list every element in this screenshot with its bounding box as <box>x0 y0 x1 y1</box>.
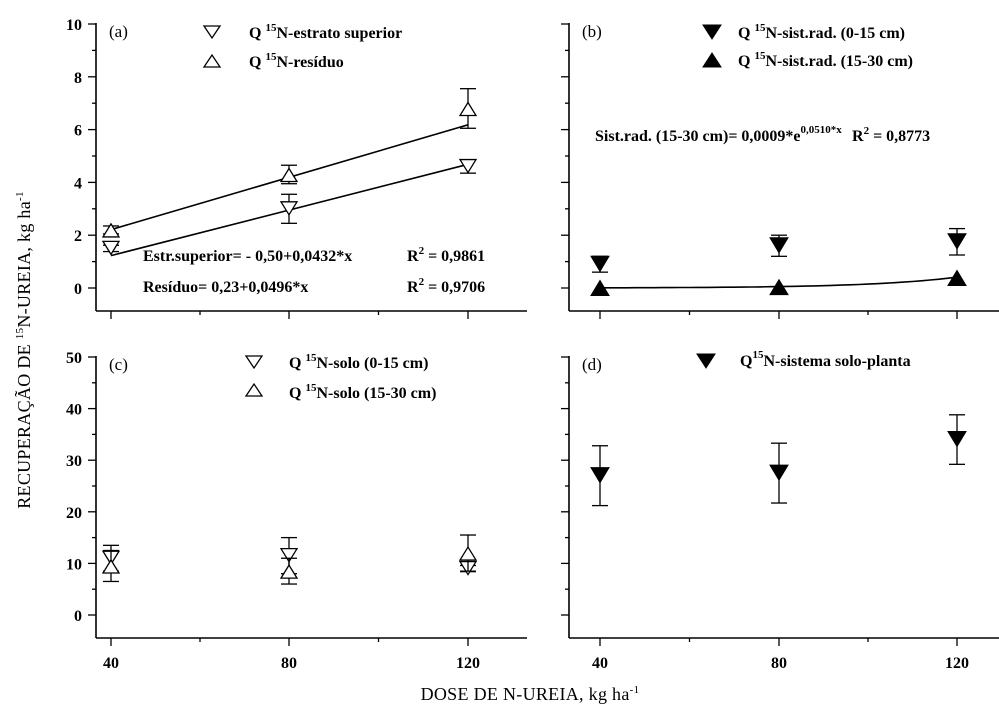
panel-letter: (c) <box>109 355 128 374</box>
data-point-triangle-down-filled <box>590 255 610 273</box>
y-tick-label: 10 <box>66 556 82 573</box>
panel-b: (b) <box>561 22 999 319</box>
data-point-triangle-down-open <box>458 158 478 174</box>
legend-marker-triangle-down-open <box>202 25 222 40</box>
data-point-triangle-up-filled <box>947 269 967 286</box>
data-point-triangle-up-open <box>279 563 299 579</box>
data-point-triangle-up-open <box>458 545 478 561</box>
data-point-triangle-down-filled <box>947 431 967 448</box>
data-point-triangle-up-filled <box>590 279 610 296</box>
fit-r2-label: R2 = 0,8773 <box>852 125 930 145</box>
legend-label: Q 15N-solo (15-30 cm) <box>289 382 436 402</box>
x-tick-label: 80 <box>281 655 297 672</box>
panel-letter: (d) <box>582 355 602 374</box>
y-tick-label: 0 <box>74 281 82 298</box>
data-point-triangle-up-filled <box>769 278 789 296</box>
data-point-triangle-down-open <box>279 201 299 217</box>
y-tick-label: 40 <box>66 402 82 419</box>
x-axis-title: DOSE DE N-UREIA, kg ha-1 <box>421 684 640 704</box>
panel-c: 0 10 20 30 40 50 40 80 120 (c) <box>66 350 527 672</box>
legend-label: Q 15N-sist.rad. (0-15 cm) <box>738 22 905 42</box>
data-point-triangle-down-filled <box>947 233 967 250</box>
legend-label: Q 15N-resíduo <box>249 51 344 71</box>
data-point-triangle-up-open <box>101 558 121 574</box>
x-tick-label: 120 <box>945 655 969 672</box>
y-tick-label: 50 <box>66 350 82 367</box>
legend-marker-triangle-down-filled <box>702 24 722 40</box>
x-tick-label: 80 <box>771 655 787 672</box>
legend-label: Q15N-sistema solo-planta <box>740 349 911 370</box>
panel-d: 40 80 120 (d) <box>561 355 999 672</box>
fit-equation-label: Estr.superior= - 0,50+0,0432*x <box>143 248 352 265</box>
legend-marker-triangle-down-filled <box>696 353 716 369</box>
legend-b: Q 15N-sist.rad. (0-15 cm) Q 15N-sist.rad… <box>702 22 913 70</box>
data-point-triangle-up-open <box>458 101 478 117</box>
x-tick-label: 120 <box>456 655 480 672</box>
fit-equation-label: Sist.rad. (15-30 cm)= 0,0009*e0,0510*x <box>595 124 842 145</box>
y-tick-label: 4 <box>74 175 82 192</box>
data-point-triangle-up-open <box>279 167 299 183</box>
data-point-triangle-down-open <box>279 548 299 563</box>
data-point-triangle-down-filled <box>769 464 789 482</box>
y-tick-label: 0 <box>74 608 82 625</box>
fit-r2-label: R2 = 0,9706 <box>407 276 485 296</box>
y-tick-label: 10 <box>66 17 82 34</box>
y-tick-label: 8 <box>74 70 82 87</box>
panel-letter: (a) <box>109 22 128 41</box>
data-point-triangle-down-filled <box>769 237 789 254</box>
x-tick-label: 40 <box>103 655 119 672</box>
equations-b: Sist.rad. (15-30 cm)= 0,0009*e0,0510*x R… <box>595 124 930 145</box>
legend-marker-triangle-down-open <box>244 355 264 370</box>
data-point-triangle-down-open <box>101 240 121 256</box>
legend-label: Q 15N-solo (0-15 cm) <box>289 352 428 372</box>
fit-equation-label: Resíduo= 0,23+0,0496*x <box>143 279 308 296</box>
y-axis-title: RECUPERAÇÃO DE 15N-UREIA, kg ha-1 <box>13 191 34 509</box>
fit-r2-label: R2 = 0,9861 <box>407 245 485 265</box>
y-tick-label: 6 <box>74 123 82 140</box>
y-tick-label: 20 <box>66 505 82 522</box>
data-point-triangle-down-filled <box>590 467 610 484</box>
legend-a: Q 15N-estrato superior Q 15N-resíduo <box>202 22 402 71</box>
legend-marker-triangle-up-open <box>202 53 222 68</box>
y-tick-label: 30 <box>66 453 82 470</box>
legend-label: Q 15N-estrato superior <box>249 22 402 42</box>
panel-letter: (b) <box>582 22 602 41</box>
legend-label: Q 15N-sist.rad. (15-30 cm) <box>738 50 913 70</box>
data-point-triangle-up-open <box>101 222 121 238</box>
panel-a: 0 2 4 6 8 10 (a) <box>66 17 527 319</box>
legend-marker-triangle-up-open <box>244 382 264 397</box>
legend-marker-triangle-up-filled <box>702 52 722 68</box>
legend-d: Q15N-sistema solo-planta <box>696 349 911 370</box>
x-tick-label: 40 <box>592 655 608 672</box>
equations-a: Estr.superior= - 0,50+0,0432*x R2 = 0,98… <box>143 245 485 296</box>
legend-c: Q 15N-solo (0-15 cm) Q 15N-solo (15-30 c… <box>244 352 436 402</box>
y-tick-label: 2 <box>74 228 82 245</box>
